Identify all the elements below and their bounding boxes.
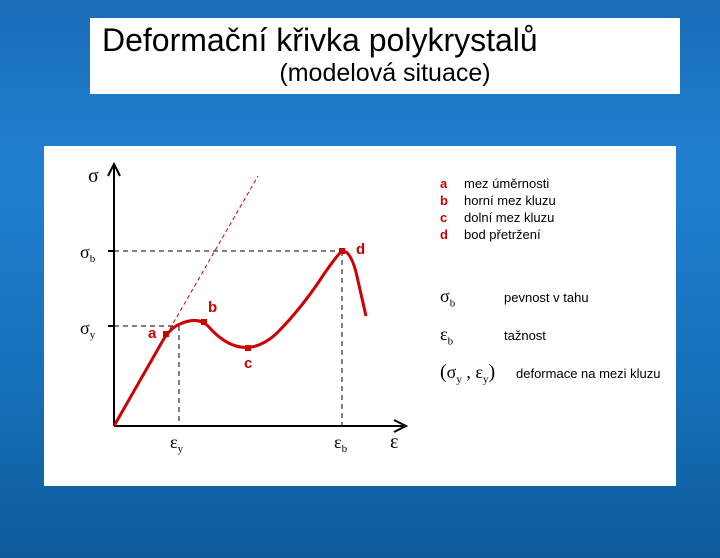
sym-kluz-pair: (σy , εy)	[440, 361, 504, 386]
point-a-marker	[163, 331, 169, 337]
sym-text-eps-b: tažnost	[504, 328, 546, 343]
legend-text-c: dolní mez kluzu	[464, 210, 554, 225]
legend-row-d: d bod přetržení	[440, 227, 556, 242]
page-subtitle: (modelová situace)	[102, 59, 668, 88]
chart-panel: σ ε σb σy εy εb a b c d a mez úměrnosti …	[44, 146, 676, 486]
legend-key-c: c	[440, 210, 454, 225]
point-c-label: c	[244, 355, 252, 372]
sym-eps-b: εb	[440, 324, 492, 348]
y-axis-label: σ	[88, 165, 99, 187]
point-d-marker	[339, 248, 345, 254]
ytick-sigma-y: σy	[80, 318, 96, 341]
stress-strain-chart: σ ε σb σy εy εb a b c d	[44, 146, 424, 466]
point-b-label: b	[208, 299, 217, 316]
title-block: Deformační křivka polykrystalů (modelová…	[90, 18, 680, 94]
sym-row-eps-b: εb tažnost	[440, 324, 661, 348]
legend-text-d: bod přetržení	[464, 227, 541, 242]
sym-sigma-b: σb	[440, 286, 492, 310]
legend-row-a: a mez úměrnosti	[440, 176, 556, 191]
legend-text-b: horní mez kluzu	[464, 193, 556, 208]
symbol-definitions: σb pevnost v tahu εb tažnost (σy , εy) d…	[440, 286, 661, 400]
legend-row-c: c dolní mez kluzu	[440, 210, 556, 225]
point-a-label: a	[148, 325, 157, 342]
legend-row-b: b horní mez kluzu	[440, 193, 556, 208]
legend-key-d: d	[440, 227, 454, 242]
point-d-label: d	[356, 241, 365, 258]
xtick-eps-y: εy	[170, 432, 184, 455]
legend-key-b: b	[440, 193, 454, 208]
point-b-marker	[201, 319, 207, 325]
x-axis-label: ε	[390, 431, 398, 453]
xtick-eps-b: εb	[334, 432, 348, 455]
point-c-marker	[245, 345, 251, 351]
sym-text-kluz: deformace na mezi kluzu	[516, 366, 661, 381]
legend-text-a: mez úměrnosti	[464, 176, 549, 191]
page-title: Deformační křivka polykrystalů	[102, 22, 668, 59]
sym-text-sigma-b: pevnost v tahu	[504, 290, 589, 305]
ytick-sigma-b: σb	[80, 242, 96, 265]
sym-row-kluz: (σy , εy) deformace na mezi kluzu	[440, 361, 661, 386]
legend-key-a: a	[440, 176, 454, 191]
sym-row-sigma-b: σb pevnost v tahu	[440, 286, 661, 310]
legend: a mez úměrnosti b horní mez kluzu c doln…	[440, 176, 556, 244]
